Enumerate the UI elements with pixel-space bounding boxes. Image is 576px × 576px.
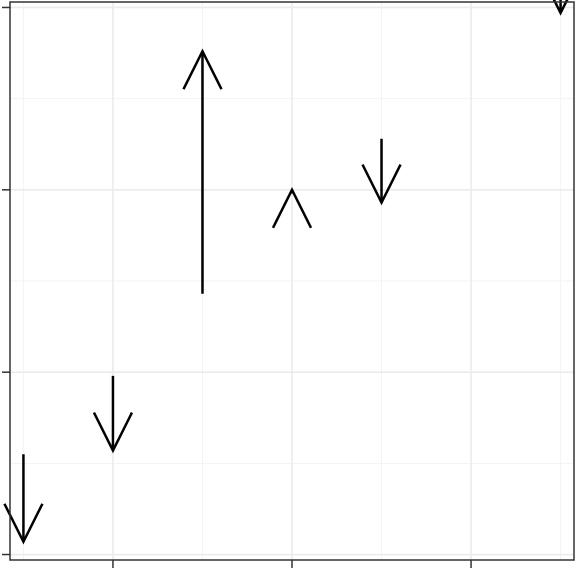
arrow-head	[3, 503, 44, 545]
arrow-head	[182, 48, 223, 90]
arrow-3	[182, 48, 223, 294]
arrow-head	[271, 187, 313, 229]
arrow-6	[552, 0, 569, 16]
arrow-1	[3, 454, 44, 545]
arrow-4	[271, 187, 313, 229]
arrows-layer	[3, 0, 569, 545]
arrow-head	[92, 412, 134, 454]
arrow-2	[92, 375, 134, 454]
arrow-head	[361, 164, 402, 206]
arrow-5	[361, 138, 402, 206]
arrow-head	[552, 0, 569, 16]
axis-ticks	[2, 6, 472, 568]
